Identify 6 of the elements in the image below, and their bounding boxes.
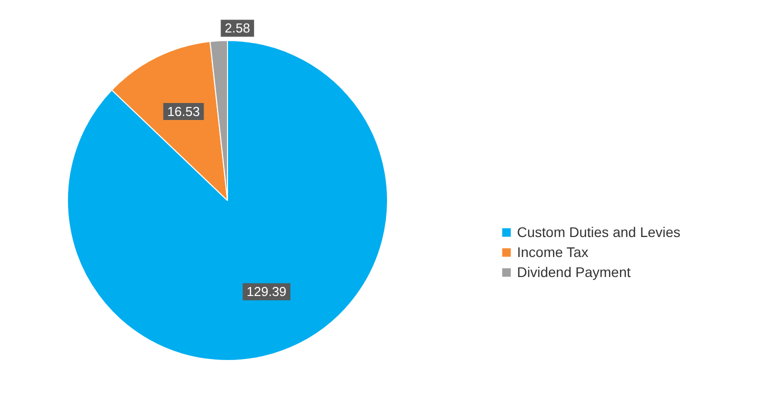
data-label: 129.39 [246, 284, 286, 300]
data-label: 2.58 [224, 20, 250, 36]
legend-label: Custom Duties and Levies [517, 224, 680, 240]
data-label: 16.53 [167, 104, 200, 120]
legend-label: Income Tax [517, 244, 588, 260]
legend-label: Dividend Payment [517, 264, 631, 280]
